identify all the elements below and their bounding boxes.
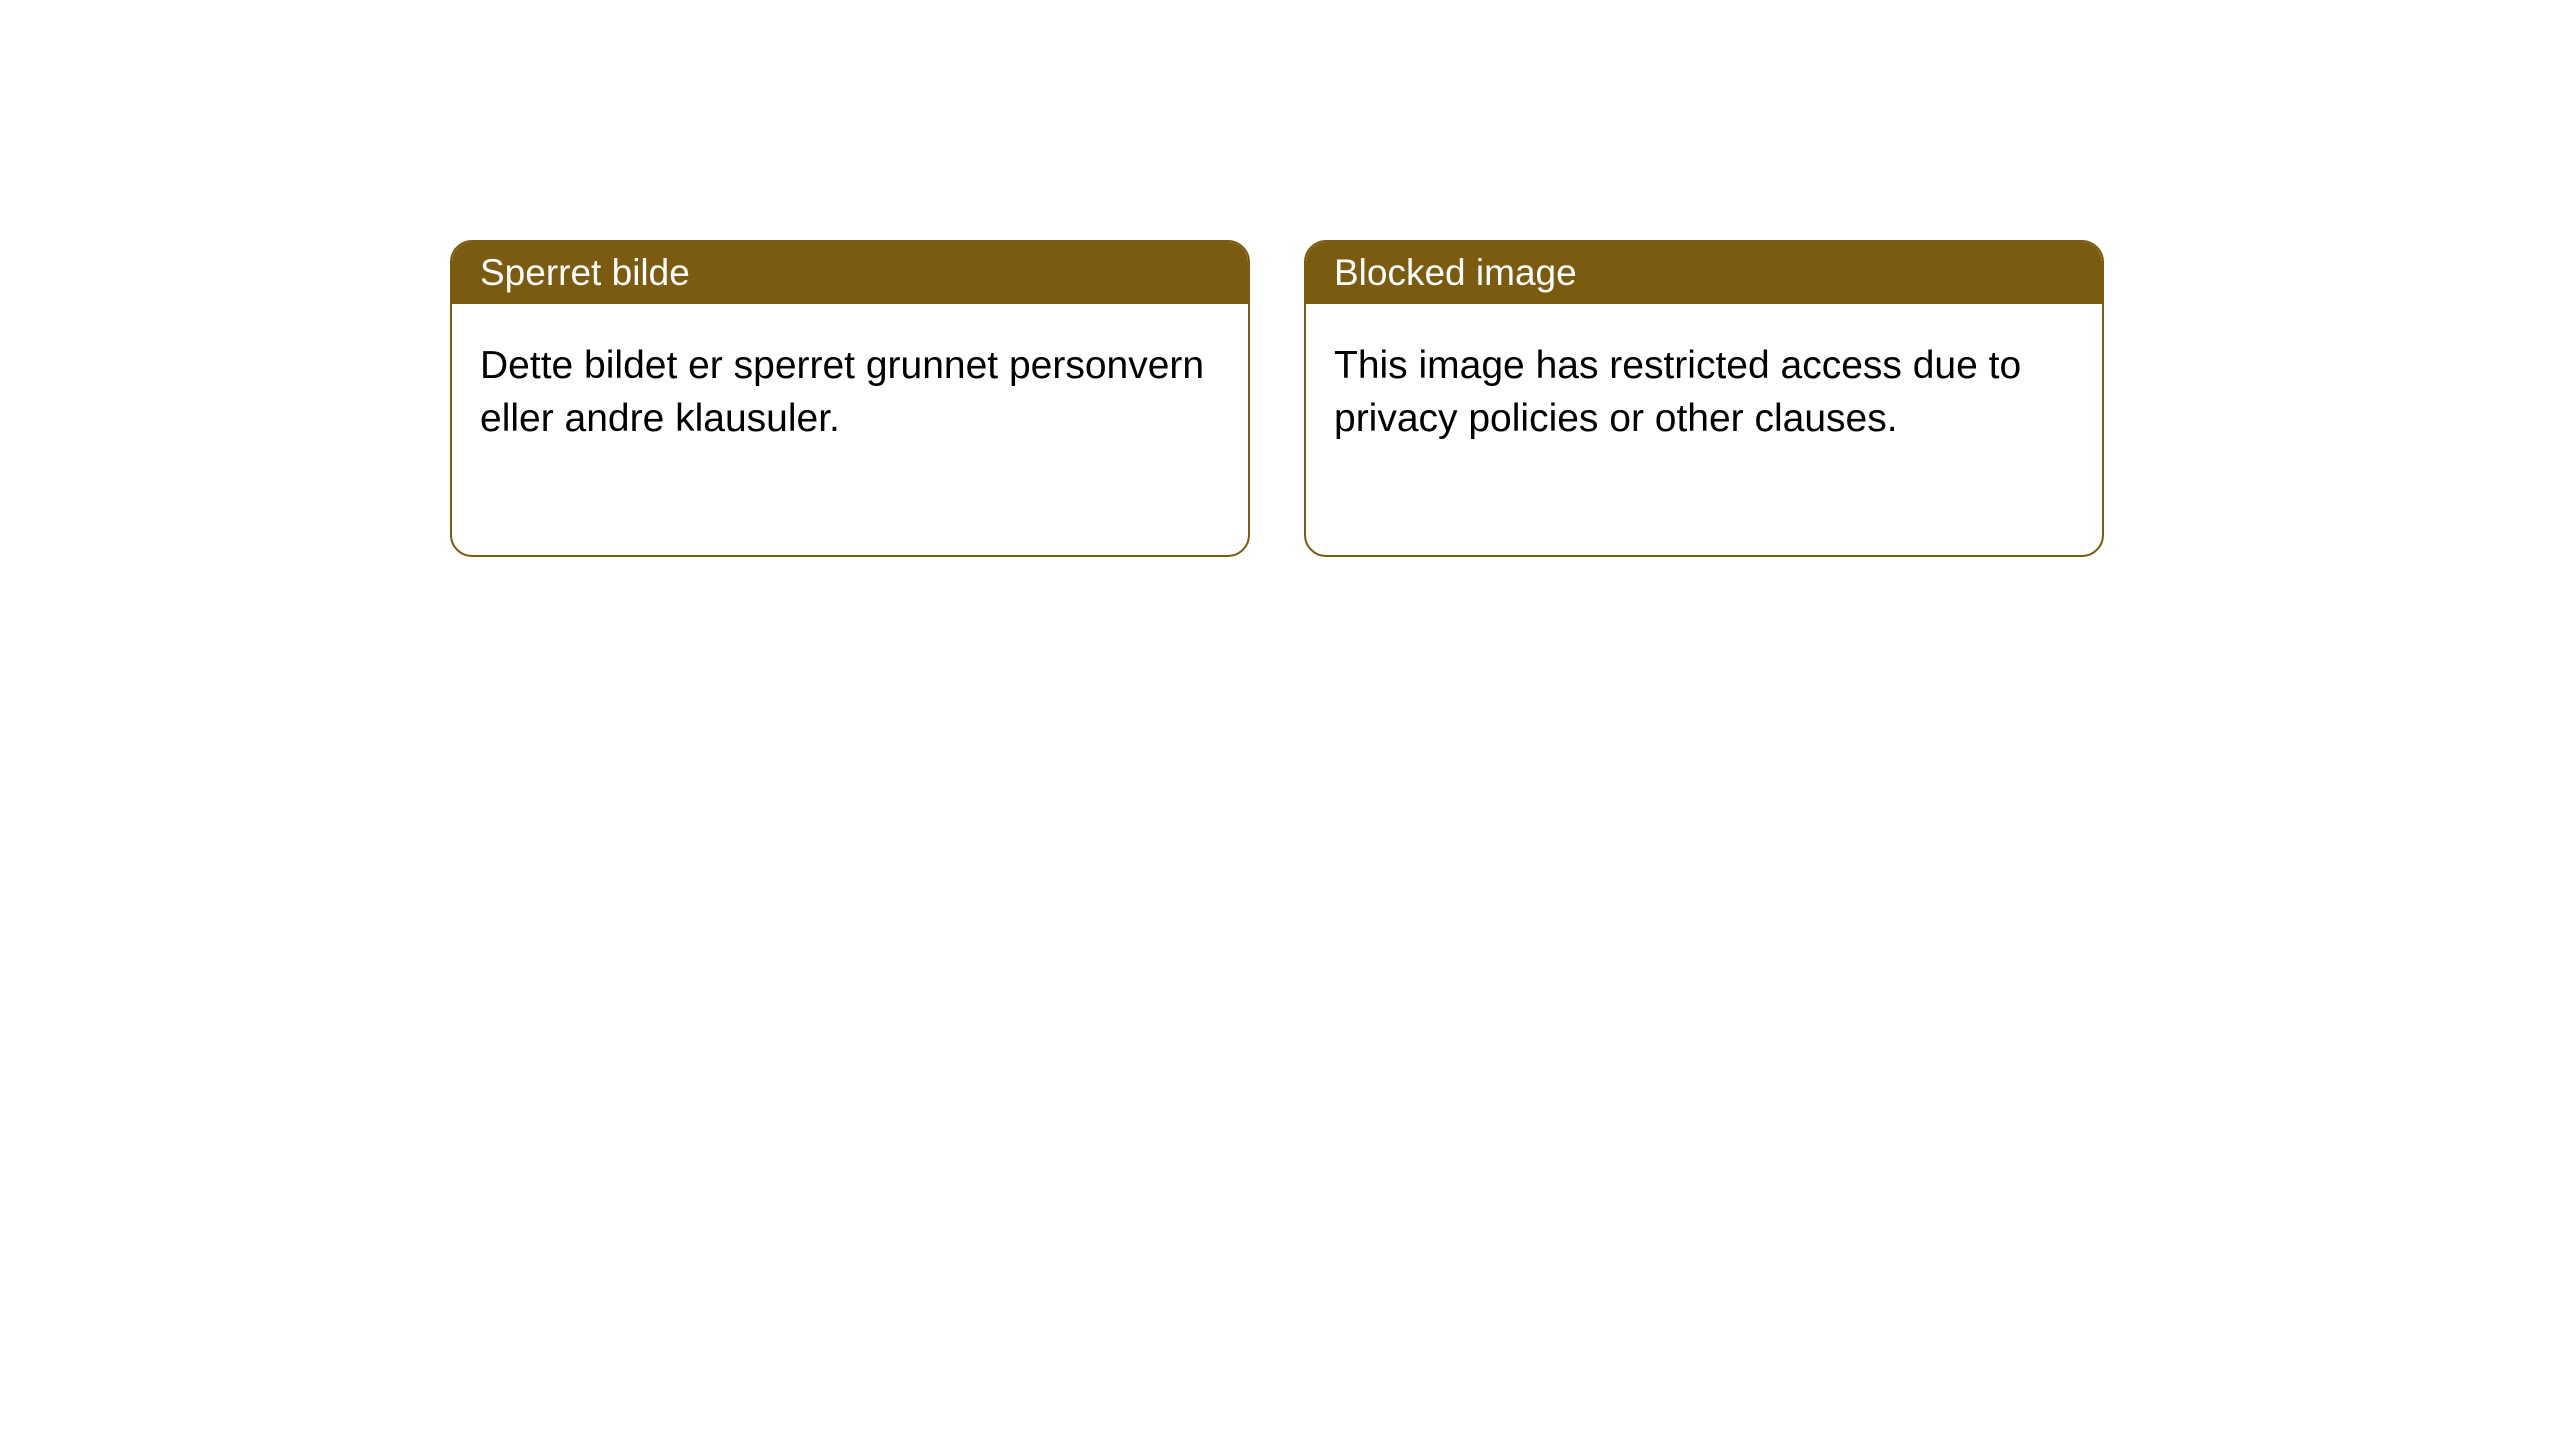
notice-container: Sperret bilde Dette bildet er sperret gr… [0,0,2560,557]
notice-body: This image has restricted access due to … [1306,304,2102,555]
notice-card-english: Blocked image This image has restricted … [1304,240,2104,557]
notice-body: Dette bildet er sperret grunnet personve… [452,304,1248,555]
notice-title: Sperret bilde [452,242,1248,304]
notice-title: Blocked image [1306,242,2102,304]
notice-card-norwegian: Sperret bilde Dette bildet er sperret gr… [450,240,1250,557]
